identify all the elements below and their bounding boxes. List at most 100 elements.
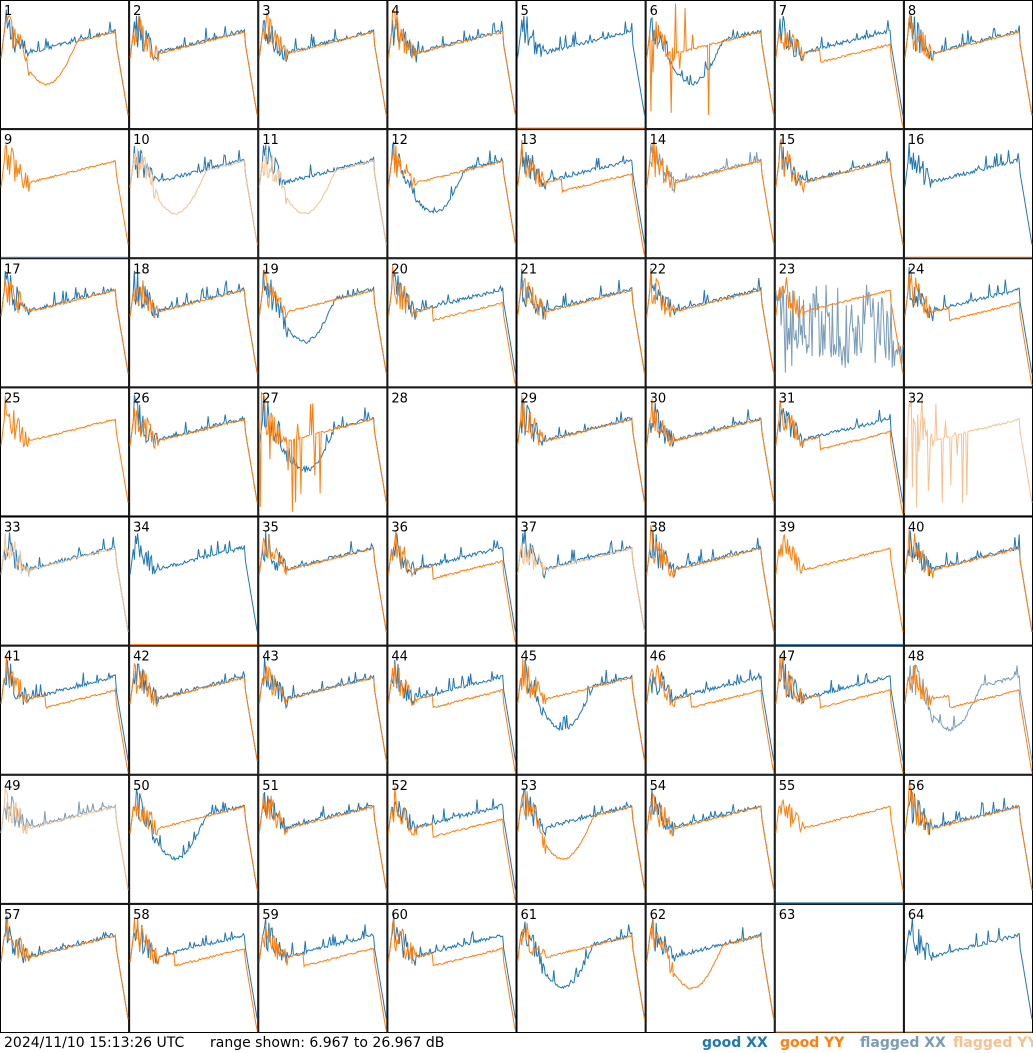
- tile-label: 18: [133, 262, 150, 277]
- tile-17: 17: [0, 258, 130, 388]
- series-yy: [387, 145, 516, 245]
- tile-36: 36: [387, 516, 517, 646]
- tile-frame: [774, 387, 904, 517]
- tile-40: 40: [903, 516, 1033, 646]
- tile-label: 32: [908, 391, 925, 406]
- tile-frame: [774, 774, 904, 904]
- tile-46: 46: [645, 645, 775, 775]
- tile-frame: [258, 0, 388, 130]
- series-yy: [129, 663, 258, 762]
- series-yy: [129, 408, 258, 503]
- series-yy: [904, 273, 1033, 386]
- series-yy: [387, 529, 516, 644]
- series-yy: [646, 793, 775, 891]
- tile-frame: [903, 387, 1033, 517]
- tile-frame: [258, 774, 388, 904]
- series-yy: [129, 280, 258, 374]
- series-yy: [775, 654, 904, 773]
- tile-frame: [387, 387, 517, 517]
- tile-frame: [903, 516, 1033, 646]
- tile-frame: [903, 774, 1033, 904]
- tile-16: 16: [903, 129, 1033, 259]
- tile-frame: [0, 129, 130, 259]
- tile-frame: [774, 645, 904, 775]
- tile-frame: [903, 258, 1033, 388]
- tile-frame: [0, 0, 130, 130]
- tile-62: 62: [645, 903, 775, 1033]
- tile-frame: [774, 903, 904, 1033]
- tile-label: 54: [650, 779, 667, 794]
- tile-label: 12: [391, 133, 408, 148]
- tile-frame: [129, 258, 259, 388]
- tile-53: 53: [516, 774, 646, 904]
- tile-5: 5: [516, 0, 646, 130]
- series-yy: [517, 658, 646, 762]
- tile-label: 3: [262, 4, 270, 19]
- tile-label: 1: [4, 4, 12, 19]
- tile-frame: [903, 129, 1033, 259]
- series-yy: [387, 9, 516, 116]
- tile-28: 28: [387, 387, 517, 517]
- tile-frame: [645, 387, 775, 517]
- tile-label: 41: [4, 650, 21, 665]
- tile-4: 4: [387, 0, 517, 130]
- series-yy: [517, 395, 646, 503]
- legend-flagged-yy: flagged YY: [953, 1035, 1033, 1051]
- series-xx: [775, 284, 904, 373]
- tile-label: 47: [779, 650, 796, 665]
- tile-frame: [258, 645, 388, 775]
- series-xx: [387, 19, 516, 116]
- tile-label: 45: [521, 650, 538, 665]
- tile-frame: [516, 0, 646, 130]
- tile-frame: [0, 258, 130, 388]
- tile-label: 30: [650, 391, 667, 406]
- tile-label: 43: [262, 650, 279, 665]
- tile-33: 33: [0, 516, 130, 646]
- series-xx: [775, 139, 904, 245]
- tile-25: 25: [0, 387, 130, 517]
- tile-54: 54: [645, 774, 775, 904]
- tile-frame: [645, 903, 775, 1033]
- series-yy: [258, 536, 387, 632]
- series-yy: [258, 149, 387, 245]
- tile-11: 11: [258, 129, 388, 259]
- series-xx: [517, 15, 646, 116]
- tile-label: 57: [4, 908, 21, 923]
- tile-41: 41: [0, 645, 130, 775]
- tile-label: 38: [650, 521, 667, 536]
- tile-frame: [387, 129, 517, 259]
- tile-18: 18: [129, 258, 259, 388]
- tile-32: 32: [903, 387, 1033, 517]
- series-yy: [904, 395, 1033, 514]
- tile-frame: [258, 387, 388, 517]
- series-yy: [387, 918, 516, 1031]
- series-xx: [517, 144, 646, 245]
- series-xx: [646, 143, 775, 245]
- series-yy: [517, 139, 646, 257]
- tile-label: 10: [133, 133, 150, 148]
- series-xx: [0, 915, 129, 1020]
- series-xx: [646, 402, 775, 503]
- series-yy: [517, 542, 646, 632]
- series-yy: [646, 524, 775, 632]
- tile-60: 60: [387, 903, 517, 1033]
- tile-label: 22: [650, 262, 667, 277]
- tile-frame: [516, 516, 646, 646]
- tile-55: 55: [774, 774, 904, 904]
- series-yy: [904, 13, 1033, 116]
- series-yy: [129, 15, 258, 116]
- tile-frame: [516, 903, 646, 1033]
- tile-frame: [774, 516, 904, 646]
- tile-label: 60: [391, 908, 408, 923]
- tile-label: 36: [391, 521, 408, 536]
- series-xx: [0, 660, 129, 762]
- series-xx: [0, 795, 129, 891]
- tile-label: 29: [521, 391, 538, 406]
- tile-45: 45: [516, 645, 646, 775]
- series-yy: [775, 277, 904, 374]
- tile-label: 16: [908, 133, 925, 148]
- series-yy: [775, 28, 904, 128]
- tile-frame: [645, 258, 775, 388]
- tile-frame: [258, 516, 388, 646]
